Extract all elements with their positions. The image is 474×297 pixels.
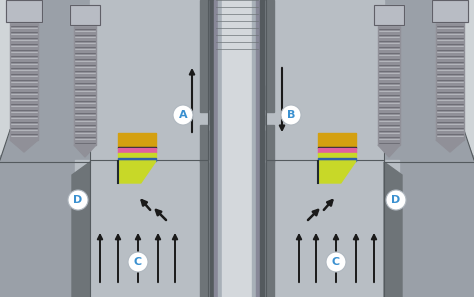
Bar xyxy=(269,0,384,112)
Polygon shape xyxy=(118,161,156,183)
Bar xyxy=(318,153,356,158)
Bar xyxy=(214,0,218,297)
Bar xyxy=(70,5,100,25)
Polygon shape xyxy=(90,110,208,130)
Bar xyxy=(318,146,356,148)
Bar xyxy=(378,21,400,145)
Bar xyxy=(252,0,256,297)
Polygon shape xyxy=(266,125,384,162)
Polygon shape xyxy=(0,125,208,162)
Polygon shape xyxy=(402,155,474,297)
Bar xyxy=(374,5,404,25)
Bar xyxy=(10,18,38,140)
Bar xyxy=(318,158,356,161)
Bar xyxy=(266,160,399,297)
Bar xyxy=(75,160,208,297)
Bar xyxy=(374,5,404,25)
Bar xyxy=(266,0,274,112)
Polygon shape xyxy=(402,185,474,297)
Bar xyxy=(222,0,252,297)
Bar xyxy=(118,133,156,146)
Bar xyxy=(6,0,42,22)
Text: C: C xyxy=(134,257,142,267)
Bar xyxy=(266,85,336,115)
Polygon shape xyxy=(0,155,72,297)
Bar xyxy=(266,160,474,297)
Polygon shape xyxy=(378,145,400,157)
Bar xyxy=(432,0,468,22)
Polygon shape xyxy=(0,185,72,297)
Text: B: B xyxy=(287,110,295,120)
Polygon shape xyxy=(0,0,35,155)
Bar xyxy=(74,21,96,145)
Bar xyxy=(200,125,208,162)
Polygon shape xyxy=(266,125,474,162)
Bar xyxy=(200,0,208,112)
Bar xyxy=(6,0,42,22)
Bar xyxy=(90,0,205,112)
Text: D: D xyxy=(73,195,82,205)
Bar xyxy=(266,0,439,112)
Bar xyxy=(256,0,260,297)
Circle shape xyxy=(173,105,193,125)
Bar xyxy=(70,5,100,25)
Text: D: D xyxy=(392,195,401,205)
Bar xyxy=(118,146,156,148)
Bar xyxy=(118,153,156,158)
Polygon shape xyxy=(90,125,208,162)
Bar xyxy=(260,0,266,297)
Polygon shape xyxy=(72,162,90,297)
Circle shape xyxy=(281,105,301,125)
Polygon shape xyxy=(74,145,96,157)
Bar xyxy=(432,0,468,22)
Polygon shape xyxy=(10,110,208,130)
Circle shape xyxy=(326,252,346,272)
Polygon shape xyxy=(384,162,402,297)
Text: A: A xyxy=(179,110,187,120)
Bar xyxy=(301,0,336,85)
Bar xyxy=(0,160,208,297)
Bar xyxy=(208,0,214,297)
Bar xyxy=(266,160,274,297)
Circle shape xyxy=(386,190,406,210)
Bar xyxy=(266,125,274,162)
Polygon shape xyxy=(10,140,38,152)
Bar xyxy=(266,0,301,85)
Circle shape xyxy=(68,190,88,210)
Bar xyxy=(200,160,208,297)
Polygon shape xyxy=(439,0,474,155)
Text: C: C xyxy=(332,257,340,267)
Polygon shape xyxy=(318,161,356,183)
Bar xyxy=(35,0,208,112)
Bar xyxy=(436,18,464,140)
Polygon shape xyxy=(436,140,464,152)
Polygon shape xyxy=(266,110,464,130)
Bar xyxy=(118,148,156,153)
Polygon shape xyxy=(0,185,72,250)
Circle shape xyxy=(128,252,148,272)
Bar xyxy=(118,158,156,161)
Polygon shape xyxy=(266,110,384,130)
Bar xyxy=(218,0,222,297)
Bar xyxy=(318,133,356,146)
Bar xyxy=(318,148,356,153)
